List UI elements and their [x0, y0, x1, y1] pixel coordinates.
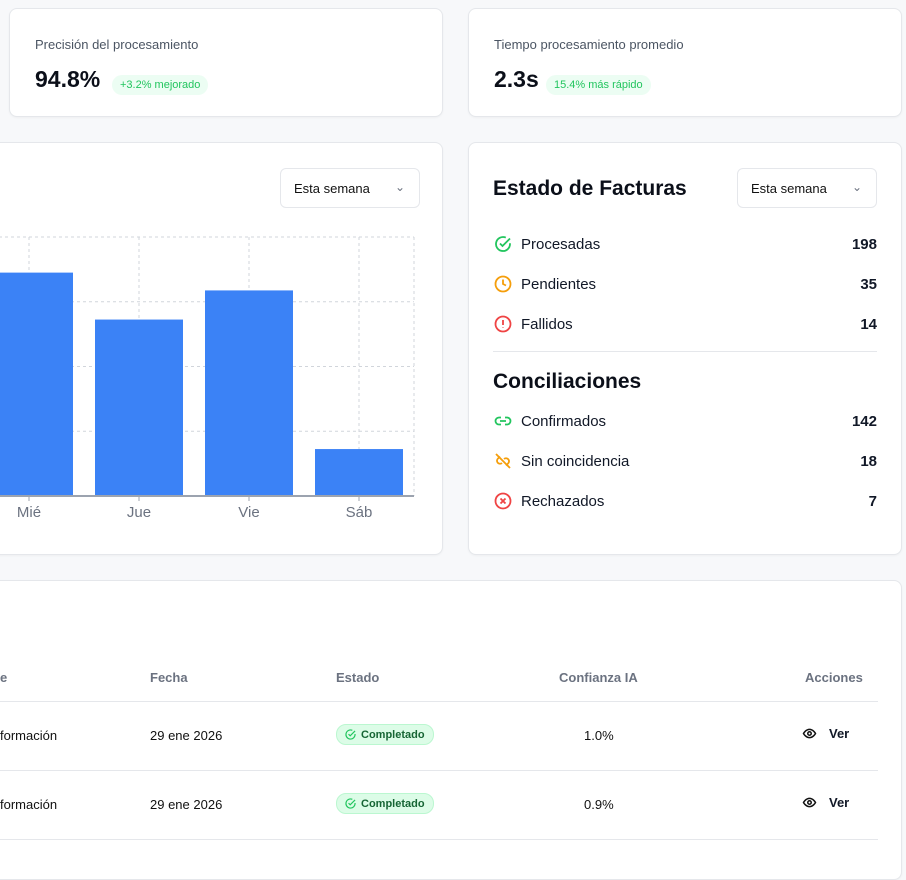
check-circle-icon [493, 234, 513, 254]
link-icon [493, 411, 513, 431]
kpi-card-time: Tiempo procesamiento promedio 2.3s 15.4%… [468, 8, 902, 117]
col-header-acciones: Acciones [805, 670, 863, 685]
chevron-down-icon: ⌄ [851, 180, 862, 194]
view-button[interactable]: Ver [802, 795, 849, 810]
check-circle-icon [345, 729, 356, 740]
period-select-value: Esta semana [294, 181, 370, 196]
table-row: formación 29 ene 2026 Completado 0.9% Ve… [0, 770, 878, 839]
kpi-badge: +3.2% mejorado [112, 75, 209, 95]
kpi-label: Tiempo procesamiento promedio [494, 37, 684, 52]
status-badge: Completado [336, 793, 434, 814]
eye-icon [802, 797, 817, 808]
kpi-card-precision: Precisión del procesamiento 94.8% +3.2% … [9, 8, 443, 117]
recon-row-confirmados[interactable]: Confirmados 142 [493, 410, 877, 432]
period-select[interactable]: Esta semana ⌄ [280, 168, 420, 208]
view-button[interactable]: Ver [802, 726, 849, 741]
chart-card: Esta semana ⌄ Mié Jue Vie Sáb [0, 142, 443, 555]
unlink-icon [493, 451, 513, 471]
alert-circle-icon [493, 314, 513, 334]
x-tick-label: Sáb [346, 504, 373, 521]
status-row-fallidos[interactable]: Fallidos 14 [493, 313, 877, 335]
table-row-divider [0, 839, 878, 840]
col-header-confianza: Confianza IA [559, 670, 638, 685]
kpi-label: Precisión del procesamiento [35, 37, 199, 52]
bar-Vie [205, 290, 293, 496]
chevron-down-icon: ⌄ [394, 180, 405, 194]
eye-icon [802, 728, 817, 739]
x-tick-label: Vie [238, 504, 259, 521]
invoice-status-title: Estado de Facturas [493, 177, 687, 200]
reconciliation-title: Conciliaciones [493, 370, 642, 393]
status-period-select[interactable]: Esta semana ⌄ [737, 168, 877, 208]
check-circle-icon [345, 798, 356, 809]
x-tick-label: Jue [127, 504, 151, 521]
status-row-procesadas[interactable]: Procesadas 198 [493, 233, 877, 255]
col-header-name: e [0, 670, 8, 685]
bar-Jue [95, 319, 183, 496]
x-circle-icon [493, 491, 513, 511]
clock-icon [493, 274, 513, 294]
kpi-value: 2.3s [494, 66, 539, 92]
status-badge: Completado [336, 724, 434, 745]
recon-row-rechazados[interactable]: Rechazados 7 [493, 490, 877, 512]
bar-Mié [0, 272, 73, 496]
kpi-value: 94.8% [35, 66, 101, 92]
invoice-status-card: Estado de Facturas Esta semana ⌄ Procesa… [468, 142, 902, 555]
divider [493, 351, 877, 352]
bar-chart: Mié Jue Vie Sáb [0, 236, 415, 521]
recon-row-sin-coincidencia[interactable]: Sin coincidencia 18 [493, 450, 877, 472]
col-header-estado: Estado [336, 670, 380, 685]
kpi-badge: 15.4% más rápido [546, 75, 651, 95]
x-tick-label: Mié [17, 504, 41, 521]
invoices-table-card [0, 580, 902, 880]
period-select-value: Esta semana [751, 181, 827, 196]
col-header-fecha: Fecha [150, 670, 188, 685]
table-row: formación 29 ene 2026 Completado 1.0% Ve… [0, 701, 878, 770]
bar-Sáb [315, 449, 403, 496]
status-row-pendientes[interactable]: Pendientes 35 [493, 273, 877, 295]
